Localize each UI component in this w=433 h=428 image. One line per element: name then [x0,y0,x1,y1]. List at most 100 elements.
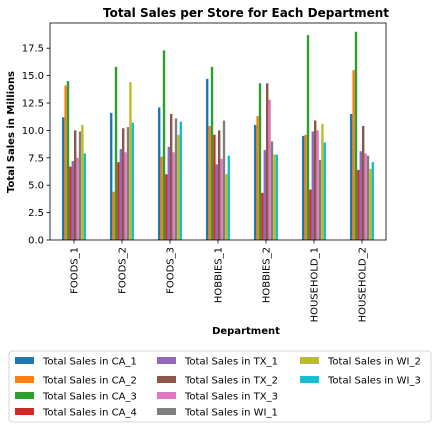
legend-swatch [157,408,176,415]
bar-HOUSEHOLD_2-6 [362,126,365,240]
bar-HOBBIES_1-6 [218,130,221,240]
bar-HOBBIES_2-8 [270,141,274,240]
bar-HOUSEHOLD_2-1 [350,113,353,240]
bar-FOODS_1-6 [74,130,77,240]
y-axis: 0.0 2.5 5.0 7.5 10.0 12.5 15.0 17.5 [22,44,50,247]
legend-entry: Total Sales in TX_3 [184,392,278,403]
bar-FOODS_2-8 [126,127,130,240]
y-tick-label: 2.5 [28,208,44,219]
bar-FOODS_2-2 [112,191,115,240]
legend-swatch [157,376,176,383]
bar-FOODS_3-9 [177,134,180,240]
legend-swatch [157,392,176,399]
bar-FOODS_2-10 [131,122,134,240]
bar-HOUSEHOLD_1-1 [302,135,305,240]
legend-entry: Total Sales in CA_2 [42,376,137,387]
legend-swatch [157,357,176,364]
x-tick-label: HOUSEHOLD_1 [310,247,321,322]
legend: Total Sales in CA_1 Total Sales in CA_2 To… [8,350,432,423]
bar-HOBBIES_2-4 [261,192,264,240]
bar-FOODS_2-7 [124,152,127,240]
legend-swatch [15,408,34,415]
legend-entry: Total Sales in WI_3 [327,376,421,387]
bar-HOBBIES_2-5 [263,150,266,240]
legend-swatch [15,376,34,383]
legend-swatch [300,376,319,383]
y-tick-label: 0.0 [28,236,44,247]
y-tick-label: 7.5 [28,153,44,164]
bar-HOUSEHOLD_2-9 [369,168,372,240]
bar-FOODS_1-10 [83,153,86,240]
bar-HOBBIES_2-2 [256,116,259,240]
bar-HOUSEHOLD_1-4 [309,189,312,240]
y-tick-label: 12.5 [22,99,44,110]
bar-HOUSEHOLD_2-2 [352,70,355,240]
legend-swatch [15,357,34,364]
bar-HOUSEHOLD_1-8 [318,159,322,240]
bar-FOODS_1-4 [69,166,72,240]
bar-HOBBIES_2-1 [254,124,257,240]
bar-FOODS_1-3 [66,81,70,240]
bar-FOODS_1-8 [78,131,82,240]
bar-HOBBIES_2-7 [268,99,271,240]
bar-FOODS_1-7 [76,157,79,240]
legend-entry: Total Sales in TX_1 [184,357,278,368]
bar-FOODS_2-1 [110,112,113,240]
bar-FOODS_2-5 [119,149,122,240]
bar-HOBBIES_2-9 [273,154,276,240]
x-axis: FOODS_1 FOODS_2 FOODS_3 HOBBIES_1 HOBBIES_2 H… [70,240,369,322]
bar-HOUSEHOLD_2-5 [359,151,362,240]
legend-box [8,350,432,423]
legend-entry: Total Sales in WI_2 [327,357,421,368]
bar-FOODS_3-1 [158,107,161,240]
bar-HOUSEHOLD_1-3 [306,35,310,241]
bar-HOBBIES_1-10 [227,155,230,240]
bar-HOBBIES_1-3 [210,66,214,240]
legend-entry: Total Sales in CA_4 [42,408,137,419]
bar-HOBBIES_1-1 [206,78,209,240]
x-axis-label: Department [212,326,280,337]
bar-HOBBIES_1-7 [220,158,223,240]
bar-FOODS_3-3 [162,50,166,241]
bar-FOODS_1-1 [62,117,65,240]
bar-HOBBIES_2-10 [275,154,278,240]
bar-HOUSEHOLD_1-5 [311,131,314,240]
bar-FOODS_2-6 [122,128,125,240]
bar-HOBBIES_1-4 [213,134,216,240]
bar-HOBBIES_1-8 [222,120,226,240]
x-tick-label: HOBBIES_1 [214,247,225,303]
bar-FOODS_3-5 [167,146,170,240]
bar-HOUSEHOLD_2-8 [366,155,370,240]
x-tick-label: FOODS_1 [70,247,81,294]
y-axis-label: Total Sales in Millions [6,71,17,193]
bar-FOODS_3-10 [179,121,182,240]
y-tick-label: 17.5 [22,44,44,55]
legend-swatch [300,357,319,364]
bar-HOBBIES_1-9 [225,174,228,240]
bar-FOODS_1-5 [71,161,74,240]
y-tick-label: 15.0 [22,71,44,82]
plot-area [49,22,387,241]
bar-FOODS_3-7 [172,152,175,240]
bar-HOUSEHOLD_2-7 [364,153,367,240]
bar-FOODS_3-6 [170,113,173,240]
bar-FOODS_1-9 [81,124,84,240]
chart-title: Total Sales per Store for Each Departmen… [103,6,389,20]
legend-swatch [15,392,34,399]
y-tick-label: 5.0 [28,181,44,192]
x-tick-label: HOUSEHOLD_2 [358,247,369,322]
bar-HOBBIES_1-2 [208,126,211,240]
bar-FOODS_2-3 [114,66,118,240]
bar-HOBBIES_2-6 [266,83,269,240]
bar-HOUSEHOLD_1-10 [323,142,326,240]
bar-HOUSEHOLD_1-2 [304,134,307,240]
x-tick-label: HOBBIES_2 [262,247,273,303]
bar-FOODS_2-9 [129,82,132,241]
bar-HOBBIES_1-5 [215,164,218,240]
bar-HOUSEHOLD_2-3 [354,31,358,240]
bar-FOODS_3-8 [174,118,178,240]
legend-entry: Total Sales in CA_3 [42,392,137,403]
bar-HOUSEHOLD_1-6 [314,120,317,240]
bar-HOUSEHOLD_2-4 [357,169,360,240]
